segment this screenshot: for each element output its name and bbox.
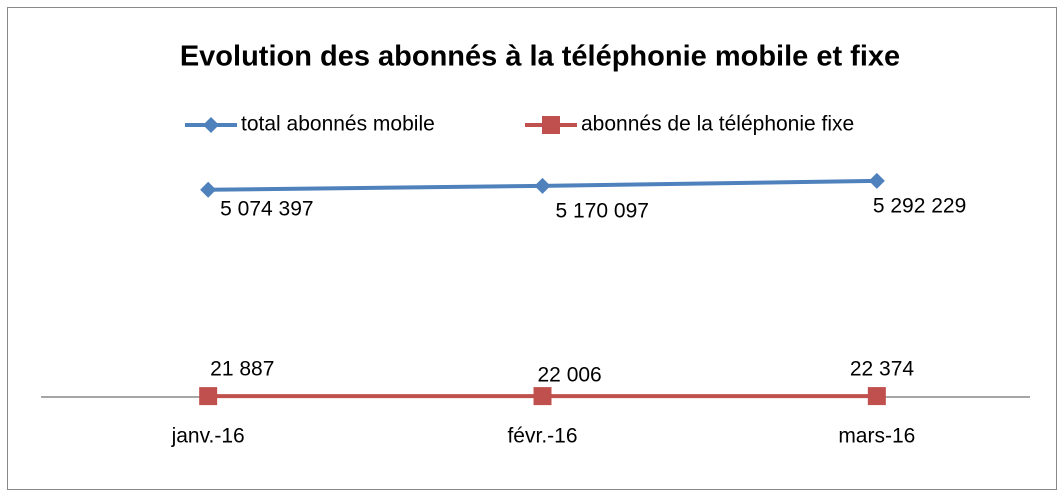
data-label: 5 170 097 <box>556 199 649 222</box>
data-point <box>868 172 885 189</box>
data-point <box>199 387 218 406</box>
legend-label: total abonnés mobile <box>241 113 435 136</box>
data-label: 22 006 <box>538 364 602 387</box>
x-tick-label: mars-16 <box>838 425 915 448</box>
data-label: 21 887 <box>210 358 274 381</box>
data-point <box>867 387 886 406</box>
chart-title: Evolution des abonnés à la téléphonie mo… <box>180 41 900 73</box>
x-tick-label: janv.-16 <box>171 425 245 448</box>
data-point <box>534 177 551 194</box>
chart-border <box>7 7 1057 490</box>
data-label: 5 292 229 <box>873 194 966 217</box>
legend-label: abonnés de la téléphonie fixe <box>581 113 854 136</box>
data-point <box>533 387 552 406</box>
x-tick-label: févr.-16 <box>507 425 577 448</box>
data-point <box>200 181 217 198</box>
data-label: 5 074 397 <box>220 197 313 220</box>
legend-marker <box>542 116 560 134</box>
data-label: 22 374 <box>850 358 915 381</box>
legend-marker <box>203 117 219 133</box>
